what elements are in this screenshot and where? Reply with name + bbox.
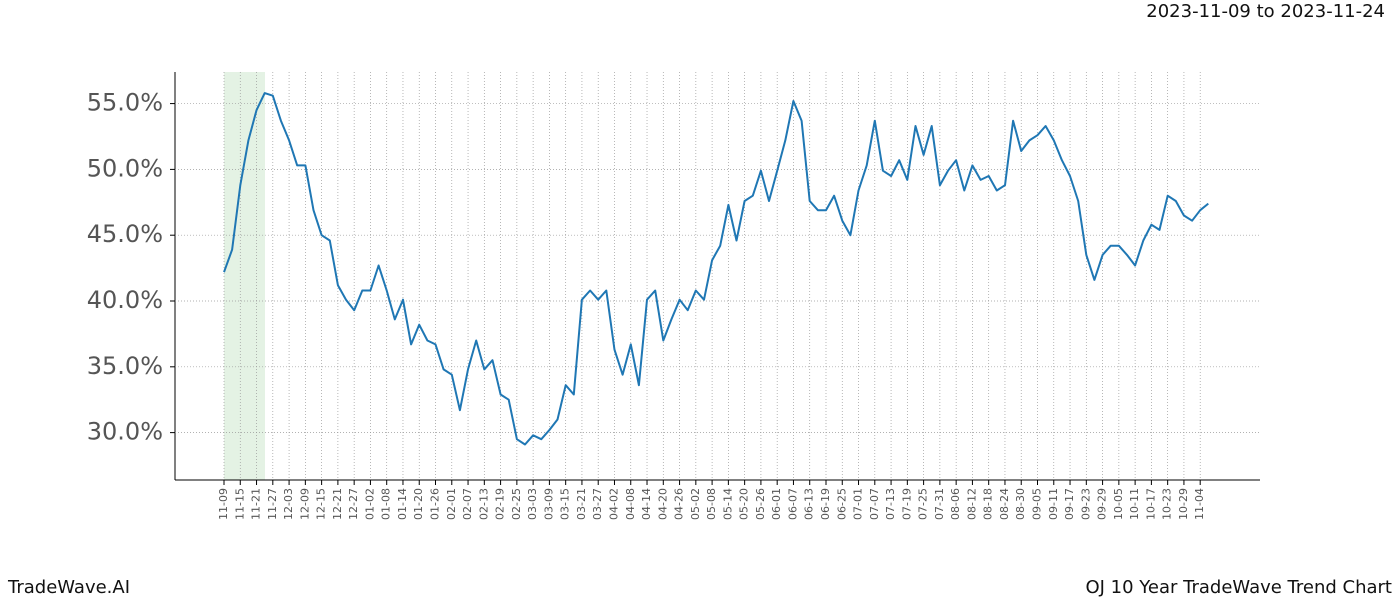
- x-tick-label: 11-04: [1193, 488, 1206, 520]
- x-tick-label: 07-07: [868, 488, 881, 520]
- y-tick-label: 30.0%: [87, 418, 163, 446]
- x-tick-label: 11-21: [250, 488, 263, 520]
- x-tick-label: 10-23: [1161, 488, 1174, 520]
- x-tick-label: 04-20: [656, 488, 669, 520]
- x-tick-label: 05-20: [738, 488, 751, 520]
- x-tick-label: 01-26: [429, 488, 442, 520]
- x-tick-label: 01-08: [380, 488, 393, 520]
- x-tick-label: 09-05: [1031, 488, 1044, 520]
- x-tick-label: 08-12: [965, 488, 978, 520]
- x-tick-label: 12-15: [315, 488, 328, 520]
- x-tick-label: 07-19: [900, 488, 913, 520]
- x-tick-label: 11-09: [217, 488, 230, 520]
- x-tick-label: 08-24: [998, 488, 1011, 520]
- highlight-span: [224, 72, 265, 480]
- y-tick-label: 50.0%: [87, 154, 163, 182]
- x-tick-label: 11-15: [233, 488, 246, 520]
- x-tick-label: 07-25: [917, 488, 930, 520]
- x-tick-label: 09-29: [1096, 488, 1109, 520]
- x-tick-label: 03-09: [542, 488, 555, 520]
- x-tick-label: 08-30: [1014, 488, 1027, 520]
- x-tick-label: 06-19: [819, 488, 832, 520]
- x-tick-label: 09-23: [1079, 488, 1092, 520]
- x-tick-label: 09-17: [1063, 488, 1076, 520]
- x-tick-label: 07-31: [933, 488, 946, 520]
- footer-right: OJ 10 Year TradeWave Trend Chart: [1085, 577, 1392, 598]
- x-tick-label: 05-26: [754, 488, 767, 520]
- x-tick-label: 05-02: [689, 488, 702, 520]
- x-tick-label: 01-02: [363, 488, 376, 520]
- x-tick-label: 10-17: [1144, 488, 1157, 520]
- x-tick-label: 06-25: [835, 488, 848, 520]
- x-tick-label: 08-06: [949, 488, 962, 520]
- x-tick-label: 07-13: [884, 488, 897, 520]
- x-tick-label: 05-08: [705, 488, 718, 520]
- x-tick-label: 03-03: [526, 488, 539, 520]
- x-tick-label: 09-11: [1047, 488, 1060, 520]
- x-tick-label: 05-14: [721, 488, 734, 520]
- y-tick-label: 55.0%: [87, 89, 163, 117]
- x-tick-label: 10-05: [1112, 488, 1125, 520]
- y-tick-label: 45.0%: [87, 220, 163, 248]
- x-tick-label: 10-29: [1177, 488, 1190, 520]
- x-tick-label: 12-27: [347, 488, 360, 520]
- x-tick-label: 11-27: [266, 488, 279, 520]
- x-tick-label: 06-13: [803, 488, 816, 520]
- x-tick-label: 02-01: [445, 488, 458, 520]
- x-tick-label: 04-02: [607, 488, 620, 520]
- x-tick-label: 03-15: [559, 488, 572, 520]
- x-tick-label: 03-27: [591, 488, 604, 520]
- x-tick-label: 02-13: [477, 488, 490, 520]
- data-line: [223, 92, 1209, 446]
- x-tick-label: 06-01: [770, 488, 783, 520]
- chart-title: 2023-11-09 to 2023-11-24: [1146, 1, 1385, 22]
- x-tick-label: 01-14: [396, 488, 409, 520]
- y-tick-label: 40.0%: [87, 286, 163, 314]
- x-tick-label: 02-19: [494, 488, 507, 520]
- x-tick-label: 04-14: [640, 488, 653, 520]
- x-tick-label: 02-25: [510, 488, 523, 520]
- y-tick-label: 35.0%: [87, 352, 163, 380]
- footer-left: TradeWave.AI: [7, 577, 130, 598]
- x-tick-label: 07-01: [852, 488, 865, 520]
- x-tick-label: 04-26: [673, 488, 686, 520]
- x-tick-label: 12-03: [282, 488, 295, 520]
- x-tick-label: 01-20: [412, 488, 425, 520]
- x-tick-label: 03-21: [575, 488, 588, 520]
- x-tick-label: 04-08: [624, 488, 637, 520]
- x-tick-label: 10-11: [1128, 488, 1141, 520]
- x-tick-label: 12-21: [331, 488, 344, 520]
- x-tick-label: 12-09: [298, 488, 311, 520]
- x-tick-label: 06-07: [786, 488, 799, 520]
- x-tick-label: 02-07: [461, 488, 474, 520]
- x-tick-label: 08-18: [982, 488, 995, 520]
